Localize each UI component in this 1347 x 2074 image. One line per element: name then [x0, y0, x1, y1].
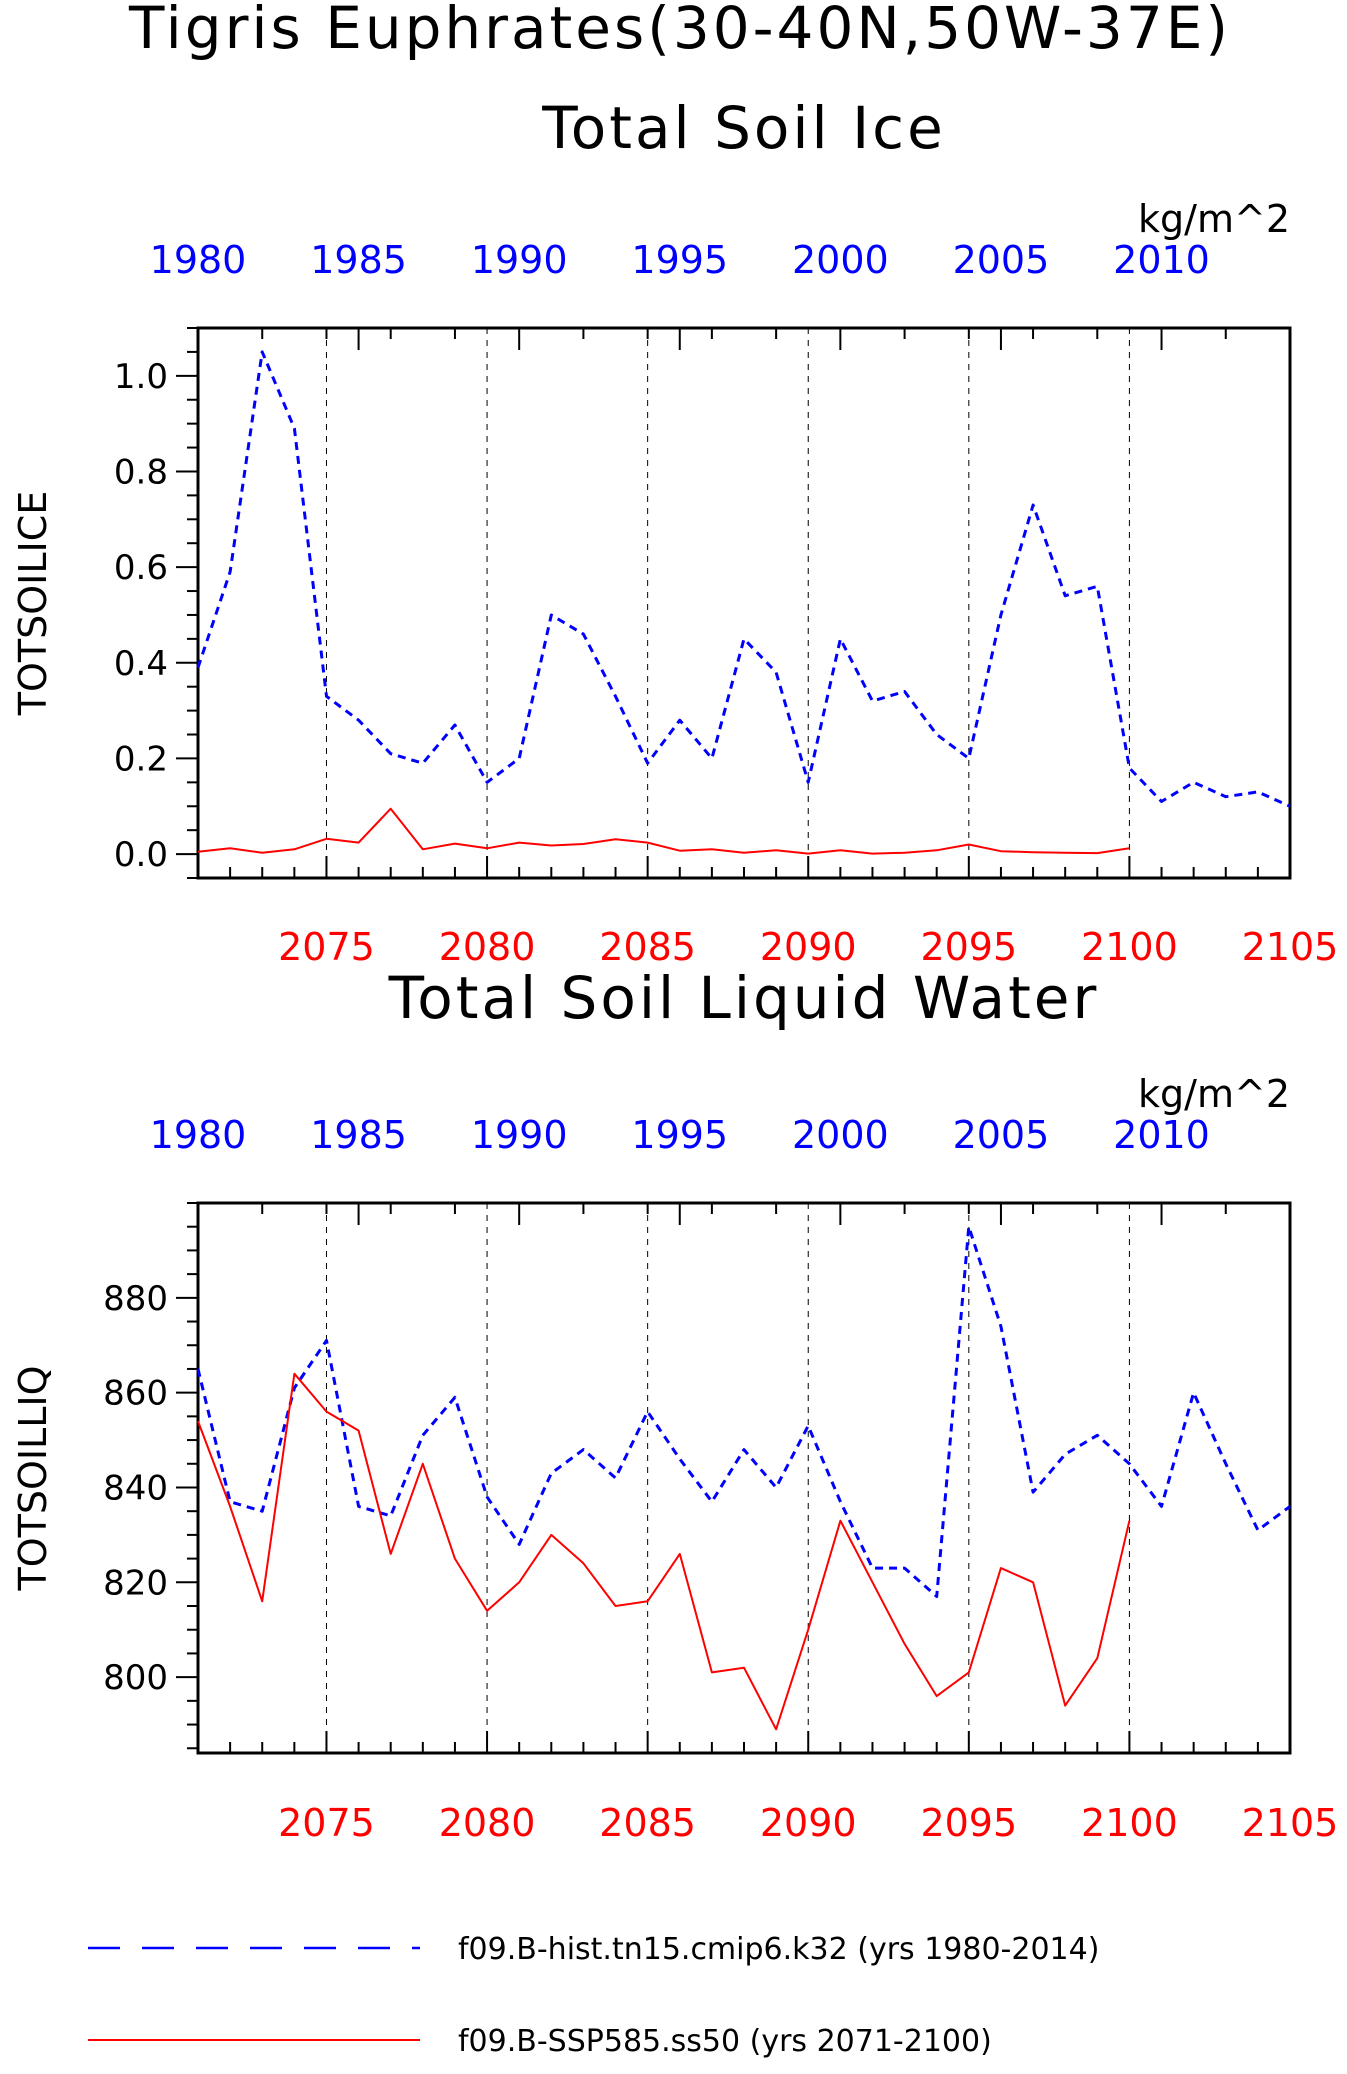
x-tick-label-bottom: 2080 — [439, 1801, 536, 1845]
y-tick-label: 880 — [103, 1279, 168, 1319]
legend: f09.B-hist.tn15.cmip6.k32 (yrs 1980-2014… — [88, 1932, 1099, 2059]
x-tick-label-bottom: 2075 — [278, 925, 375, 969]
x-tick-label-top: 1980 — [150, 1113, 247, 1157]
y-axis-label: TOTSOILLIQ — [11, 1365, 55, 1591]
y-tick-label: 0.0 — [114, 835, 168, 875]
series-line-ssp585 — [197, 1372, 1131, 1731]
panel-subtitle: Total Soil Ice — [541, 94, 946, 162]
x-tick-label-bottom: 2095 — [920, 925, 1017, 969]
series-line-hist — [196, 350, 1291, 808]
x-tick-label-bottom: 2075 — [278, 1801, 375, 1845]
x-tick-label-top: 2000 — [792, 1113, 889, 1157]
x-tick-label-top: 1985 — [310, 1113, 407, 1157]
x-tick-label-top: 2005 — [953, 238, 1050, 282]
x-tick-label-top: 1995 — [631, 238, 728, 282]
y-tick-label: 0.2 — [114, 739, 168, 779]
plot-frame — [196, 326, 1292, 880]
y-tick-label: 0.8 — [114, 452, 168, 492]
units-label: kg/m^2 — [1138, 197, 1290, 241]
x-tick-label-bottom: 2080 — [439, 925, 536, 969]
y-axis-label: TOTSOILICE — [11, 491, 55, 717]
y-tick-label: 860 — [103, 1374, 168, 1414]
x-tick-label-top: 2005 — [953, 1113, 1050, 1157]
panel-total-soil-liquid-water: Total Soil Liquid Water kg/m^2 TOTSOILLIQ 2… — [11, 964, 1338, 1845]
x-tick-label-bottom: 2090 — [760, 1801, 857, 1845]
x-tick-label-top: 1985 — [310, 238, 407, 282]
x-tick-label-bottom: 2095 — [920, 1801, 1017, 1845]
x-tick-label-bottom: 2090 — [760, 925, 857, 969]
x-tick-label-bottom: 2085 — [599, 1801, 696, 1845]
legend-label-ssp585: f09.B-SSP585.ss50 (yrs 2071-2100) — [458, 2024, 992, 2059]
x-tick-label-bottom: 2100 — [1081, 1801, 1178, 1845]
x-tick-label-top: 1995 — [631, 1113, 728, 1157]
x-tick-label-bottom: 2105 — [1242, 925, 1339, 969]
y-tick-label: 1.0 — [114, 357, 168, 397]
x-tick-label-top: 1990 — [471, 238, 568, 282]
plot-frame — [196, 1201, 1292, 1755]
series-line-hist — [196, 1225, 1291, 1598]
x-tick-label-top: 2010 — [1113, 1113, 1210, 1157]
x-tick-label-top: 2010 — [1113, 238, 1210, 282]
units-label: kg/m^2 — [1138, 1072, 1290, 1116]
x-tick-label-bottom: 2105 — [1242, 1801, 1339, 1845]
y-tick-label: 0.6 — [114, 548, 168, 588]
y-tick-label: 800 — [103, 1658, 168, 1698]
figure-title: Tigris Euphrates(30-40N,50W-37E) — [128, 0, 1231, 62]
legend-label-hist: f09.B-hist.tn15.cmip6.k32 (yrs 1980-2014… — [458, 1932, 1099, 1967]
x-tick-label-top: 2000 — [792, 238, 889, 282]
panel-subtitle: Total Soil Liquid Water — [388, 964, 1100, 1032]
x-tick-label-bottom: 2085 — [599, 925, 696, 969]
series-line-ssp585 — [197, 807, 1130, 855]
y-tick-label: 820 — [103, 1563, 168, 1603]
y-tick-label: 0.4 — [114, 644, 168, 684]
x-tick-label-top: 1990 — [471, 1113, 568, 1157]
x-tick-label-bottom: 2100 — [1081, 925, 1178, 969]
panel-total-soil-ice: Total Soil Ice kg/m^2 TOTSOILICE 2075 2080 20… — [11, 94, 1338, 969]
x-tick-label-top: 1980 — [150, 238, 247, 282]
y-tick-label: 840 — [103, 1468, 168, 1508]
